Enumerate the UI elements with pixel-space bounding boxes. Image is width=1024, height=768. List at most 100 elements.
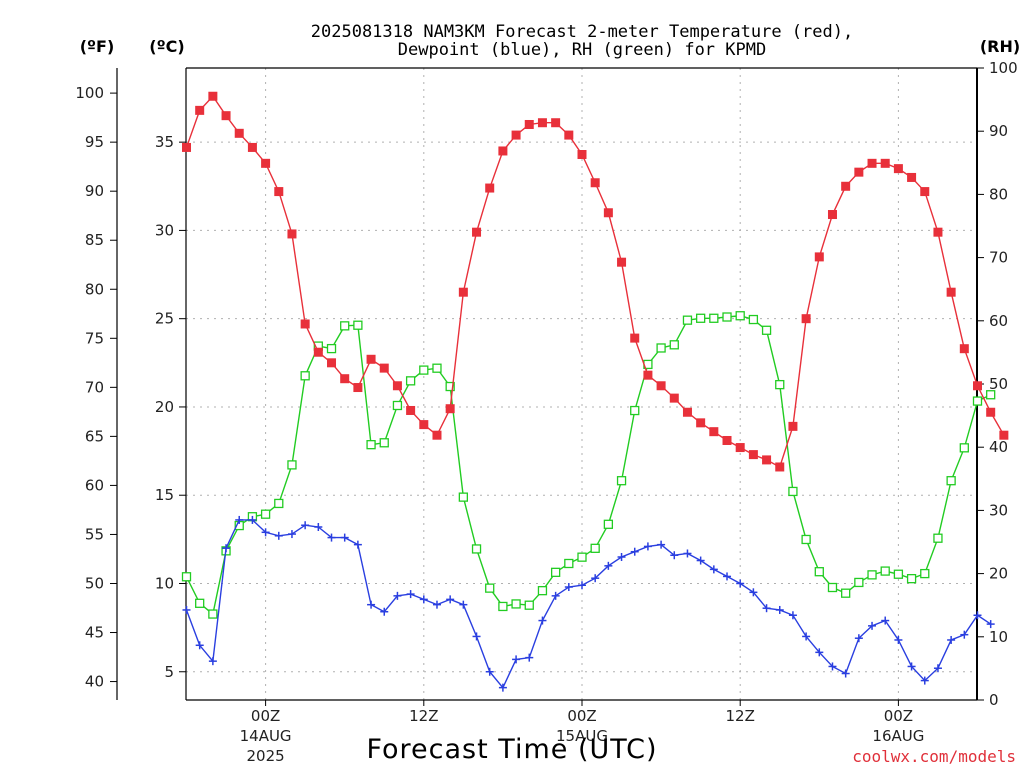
temperature-point xyxy=(419,420,429,430)
rh-point xyxy=(379,438,389,448)
rh-point xyxy=(696,313,706,323)
dewpoint-point xyxy=(657,540,666,549)
rh-point xyxy=(801,534,811,545)
temperature-point xyxy=(432,430,442,440)
fahrenheit-tick-label: 60 xyxy=(85,476,104,494)
celsius-unit-label: (ºC) xyxy=(149,37,184,56)
temperature-point xyxy=(498,146,508,156)
dewpoint-point xyxy=(301,521,310,530)
temperature-point xyxy=(775,462,785,472)
dewpoint-point xyxy=(762,604,771,613)
temperature-point xyxy=(920,187,930,197)
temperature-point xyxy=(221,111,231,121)
temperature-point xyxy=(814,252,824,262)
rh-point xyxy=(287,460,297,470)
temperature-point xyxy=(392,381,402,391)
rh-point xyxy=(392,400,403,411)
x-tick-label-date: 14AUG xyxy=(240,727,292,745)
x-tick-label-date: 16AUG xyxy=(872,727,924,745)
chart-title-line1: 2025081318 NAM3KM Forecast 2-meter Tempe… xyxy=(311,22,853,42)
fahrenheit-tick-label: 45 xyxy=(85,624,104,642)
temperature-point xyxy=(195,105,205,115)
rh-point xyxy=(485,583,495,593)
dewpoint-point xyxy=(815,648,824,657)
temperature-point xyxy=(630,333,640,343)
rh-point xyxy=(590,543,600,553)
temperature-point xyxy=(327,358,337,368)
dewpoint-point xyxy=(894,635,903,644)
temperature-point xyxy=(682,407,692,417)
temperature-point xyxy=(669,393,679,403)
rh-point xyxy=(933,533,943,543)
dewpoint-point xyxy=(709,565,718,574)
dewpoint-point xyxy=(947,635,956,644)
dewpoint-point xyxy=(182,605,191,614)
rh-tick-label: 100 xyxy=(989,59,1018,77)
temperature-point xyxy=(788,421,798,431)
dewpoint-point xyxy=(604,561,613,570)
dewpoint-point xyxy=(419,595,428,604)
fahrenheit-tick-label: 70 xyxy=(85,378,104,396)
rh-point xyxy=(537,586,548,596)
temperature-point xyxy=(590,178,600,188)
celsius-tick-label: 15 xyxy=(155,486,174,504)
x-tick-label-time: 12Z xyxy=(409,707,438,725)
dewpoint-point xyxy=(841,669,850,678)
dewpoint-point xyxy=(696,556,705,565)
dewpoint-point xyxy=(208,657,217,666)
dewpoint-point xyxy=(933,664,942,673)
fahrenheit-tick-label: 90 xyxy=(85,182,104,200)
dewpoint-point xyxy=(670,551,679,560)
temperature-point xyxy=(986,407,996,417)
rh-point xyxy=(893,569,904,579)
dewpoint-point xyxy=(432,600,441,609)
temperature-point xyxy=(959,344,969,354)
dewpoint-point xyxy=(380,607,389,616)
dewpoint-point xyxy=(630,547,639,556)
dewpoint-point xyxy=(261,528,270,537)
fahrenheit-tick-label: 40 xyxy=(85,673,104,691)
dewpoint-point xyxy=(512,655,521,664)
temperature-point xyxy=(485,183,495,193)
rh-point xyxy=(616,476,627,486)
rh-unit-label: (RH) xyxy=(980,37,1020,56)
rh-point xyxy=(709,313,719,323)
rh-point xyxy=(498,601,508,612)
rh-point xyxy=(274,498,284,509)
dewpoint-point xyxy=(591,574,600,583)
temperature-point xyxy=(643,370,653,380)
rh-tick-label: 10 xyxy=(989,628,1008,646)
dewpoint-point xyxy=(195,641,204,650)
dewpoint-point xyxy=(973,611,982,620)
x-tick-label-year: 2025 xyxy=(247,747,285,765)
temperature-point xyxy=(524,119,534,129)
fahrenheit-tick-label: 75 xyxy=(85,329,104,347)
rh-tick-label: 90 xyxy=(989,122,1008,140)
dewpoint-point xyxy=(485,667,494,676)
dewpoint-point xyxy=(525,653,534,662)
rh-point xyxy=(880,566,890,576)
celsius-tick-label: 20 xyxy=(155,398,174,416)
temperature-point xyxy=(313,347,323,357)
temperature-point xyxy=(287,229,297,239)
fahrenheit-tick-label: 80 xyxy=(85,280,104,298)
rh-point xyxy=(366,440,376,450)
rh-point xyxy=(405,376,416,386)
temperature-point xyxy=(880,158,890,168)
temperature-point xyxy=(353,383,363,393)
rh-point xyxy=(959,443,969,453)
rh-point xyxy=(195,598,205,608)
rh-point xyxy=(471,544,482,554)
rh-point xyxy=(986,390,996,400)
rh-tick-label: 30 xyxy=(989,501,1008,519)
rh-point xyxy=(946,476,956,486)
rh-point xyxy=(550,567,561,577)
dewpoint-point xyxy=(327,533,336,542)
dewpoint-point xyxy=(459,600,468,609)
rh-point xyxy=(326,343,337,354)
temperature-point xyxy=(340,374,350,384)
rh-point xyxy=(577,552,587,562)
rh-point xyxy=(208,609,218,619)
rh-point xyxy=(814,567,824,577)
dewpoint-point xyxy=(775,605,784,614)
